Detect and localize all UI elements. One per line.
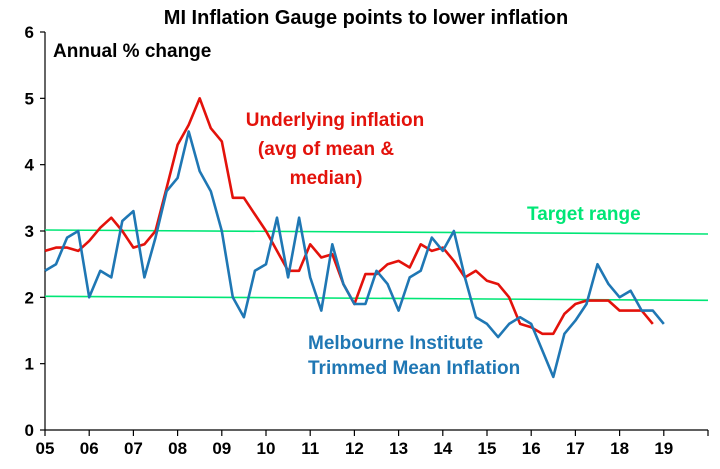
- chart-title: MI Inflation Gauge points to lower infla…: [164, 7, 568, 29]
- annotation-underlying-inflation: Underlying inflation (avg of mean & medi…: [246, 110, 424, 189]
- x-tick-label: 05: [36, 439, 55, 458]
- y-tick-label: 5: [25, 89, 34, 108]
- x-tick-label: 11: [301, 439, 319, 458]
- y-tick-label: 4: [25, 156, 35, 175]
- y-tick-label: 2: [25, 288, 34, 307]
- annotation-underlying-line-2: (avg of mean &: [258, 139, 394, 160]
- x-tick-label: 10: [257, 439, 276, 458]
- annotation-underlying-line-1: Underlying inflation: [246, 110, 424, 131]
- x-tick-label: 17: [566, 439, 585, 458]
- y-tick-label: 1: [25, 355, 34, 374]
- x-tick-label: 12: [345, 439, 364, 458]
- x-tick-label: 06: [80, 439, 99, 458]
- annotation-target-range: Target range: [527, 204, 641, 225]
- x-tick-label: 07: [124, 439, 143, 458]
- x-tick-label: 16: [522, 439, 541, 458]
- y-axis-ticks: 0 1 2 3 4 5 6: [25, 23, 45, 440]
- x-tick-label: 14: [433, 439, 452, 458]
- x-axis-ticks: 05 06 07 08 09 10 11 12 13 14 15 16 17 18 19: [36, 430, 709, 458]
- annotation-melbourne-line-2: Trimmed Mean Inflation: [308, 358, 520, 379]
- annotation-melbourne-line-1: Melbourne Institute: [308, 333, 483, 354]
- y-tick-label: 0: [25, 421, 34, 440]
- x-tick-label: 18: [610, 439, 629, 458]
- series-melbourne-institute-line: [44, 130, 665, 379]
- y-axis-unit-label: Annual % change: [53, 41, 211, 62]
- x-tick-label: 08: [168, 439, 187, 458]
- annotation-melbourne-institute: Melbourne Institute Trimmed Mean Inflati…: [308, 333, 520, 379]
- x-tick-label: 19: [654, 439, 673, 458]
- x-tick-label: 09: [212, 439, 231, 458]
- y-tick-label: 3: [25, 222, 34, 241]
- x-tick-label: 13: [389, 439, 408, 458]
- annotation-underlying-line-3: median): [290, 168, 363, 189]
- y-tick-label: 6: [25, 23, 34, 42]
- x-tick-label: 15: [478, 439, 497, 458]
- target-range-upper-line: [44, 229, 709, 235]
